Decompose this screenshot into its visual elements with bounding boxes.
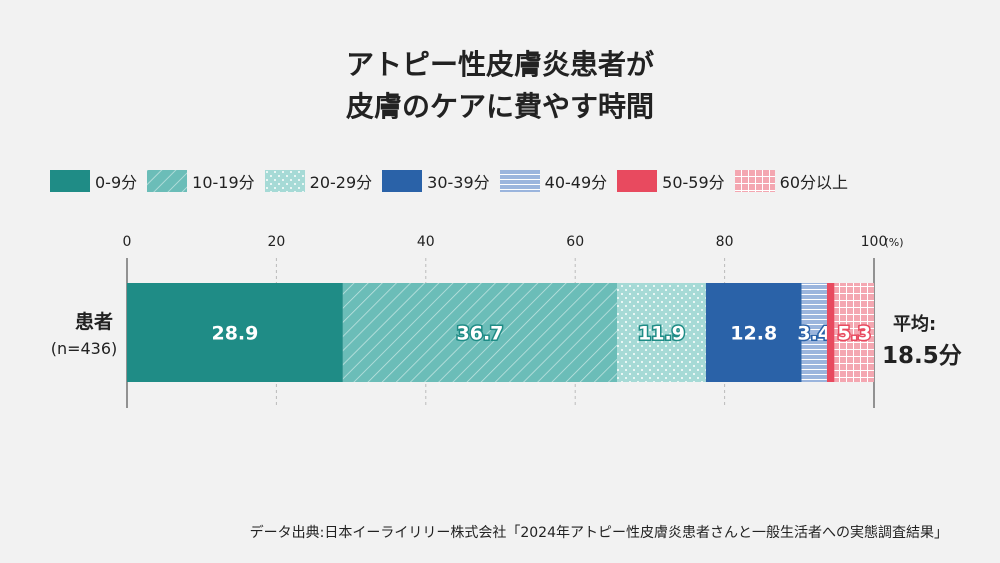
- legend-swatch: [147, 170, 188, 192]
- bar-segment: [705, 283, 802, 382]
- chart-title: アトピー性皮膚炎患者が 皮膚のケアに費やす時間: [0, 44, 1000, 128]
- title-line-1: アトピー性皮膚炎患者が: [345, 48, 654, 81]
- data-label: 36.7: [457, 323, 504, 345]
- legend-swatch: [382, 170, 423, 192]
- data-label: 3.4: [797, 323, 831, 345]
- legend-swatch: [264, 170, 305, 192]
- average-label: 平均:: [893, 313, 936, 335]
- bar-segment: [801, 283, 827, 382]
- bar-segment: [834, 283, 874, 382]
- x-tick-label: 60: [566, 234, 584, 250]
- data-label: 12.8: [730, 323, 777, 345]
- x-tick-label: 40: [417, 234, 435, 250]
- legend-swatch: [50, 170, 90, 192]
- bar-segment: [342, 283, 618, 382]
- legend-label: 20-29分: [309, 173, 373, 192]
- legend-item: 0-9分: [50, 169, 137, 193]
- x-tick-label: 0: [123, 234, 132, 250]
- legend-label: 10-19分: [192, 173, 255, 192]
- legend-label: 30-39分: [427, 173, 490, 192]
- legend-label: 0-9分: [95, 173, 138, 192]
- bar-segment: [826, 283, 835, 382]
- legend-swatch: [499, 170, 540, 192]
- bar-segment: [617, 283, 706, 382]
- x-tick-label: 100: [861, 234, 888, 250]
- bar-segment: [127, 283, 343, 382]
- legend-item: 20-29分: [264, 169, 373, 193]
- title-line-2: 皮膚のケアに費やす時間: [345, 90, 654, 123]
- legend-item: 30-39分: [382, 169, 490, 193]
- legend-item: 40-49分: [499, 169, 608, 193]
- legend-label: 40-49分: [544, 173, 608, 192]
- legend-swatch: [734, 170, 775, 192]
- legend-swatch: [617, 170, 658, 192]
- x-tick-label: 20: [267, 234, 285, 250]
- x-unit-label: (%): [884, 236, 903, 249]
- category-label: 患者: [75, 310, 113, 333]
- legend-label: 60分以上: [779, 173, 849, 192]
- legend-item: 10-19分: [147, 169, 255, 193]
- data-label: 5.3: [837, 323, 871, 345]
- legend: 0-9分 10-19分 20-29分 30-39分 40-49分 50-59分 60分以上: [50, 169, 858, 193]
- source-note: データ出典:日本イーライリリー株式会社「2024年アトピー性皮膚炎患者さんと一般…: [249, 525, 948, 541]
- legend-item: 50-59分: [617, 169, 725, 193]
- legend-item: 60分以上: [734, 169, 849, 193]
- category-sublabel: (n=436): [51, 339, 118, 358]
- average-value: 18.5分: [882, 343, 962, 369]
- data-label: 28.9: [211, 323, 258, 345]
- data-label: 11.9: [638, 323, 685, 345]
- x-tick-label: 80: [716, 234, 734, 250]
- legend-label: 50-59分: [662, 173, 725, 192]
